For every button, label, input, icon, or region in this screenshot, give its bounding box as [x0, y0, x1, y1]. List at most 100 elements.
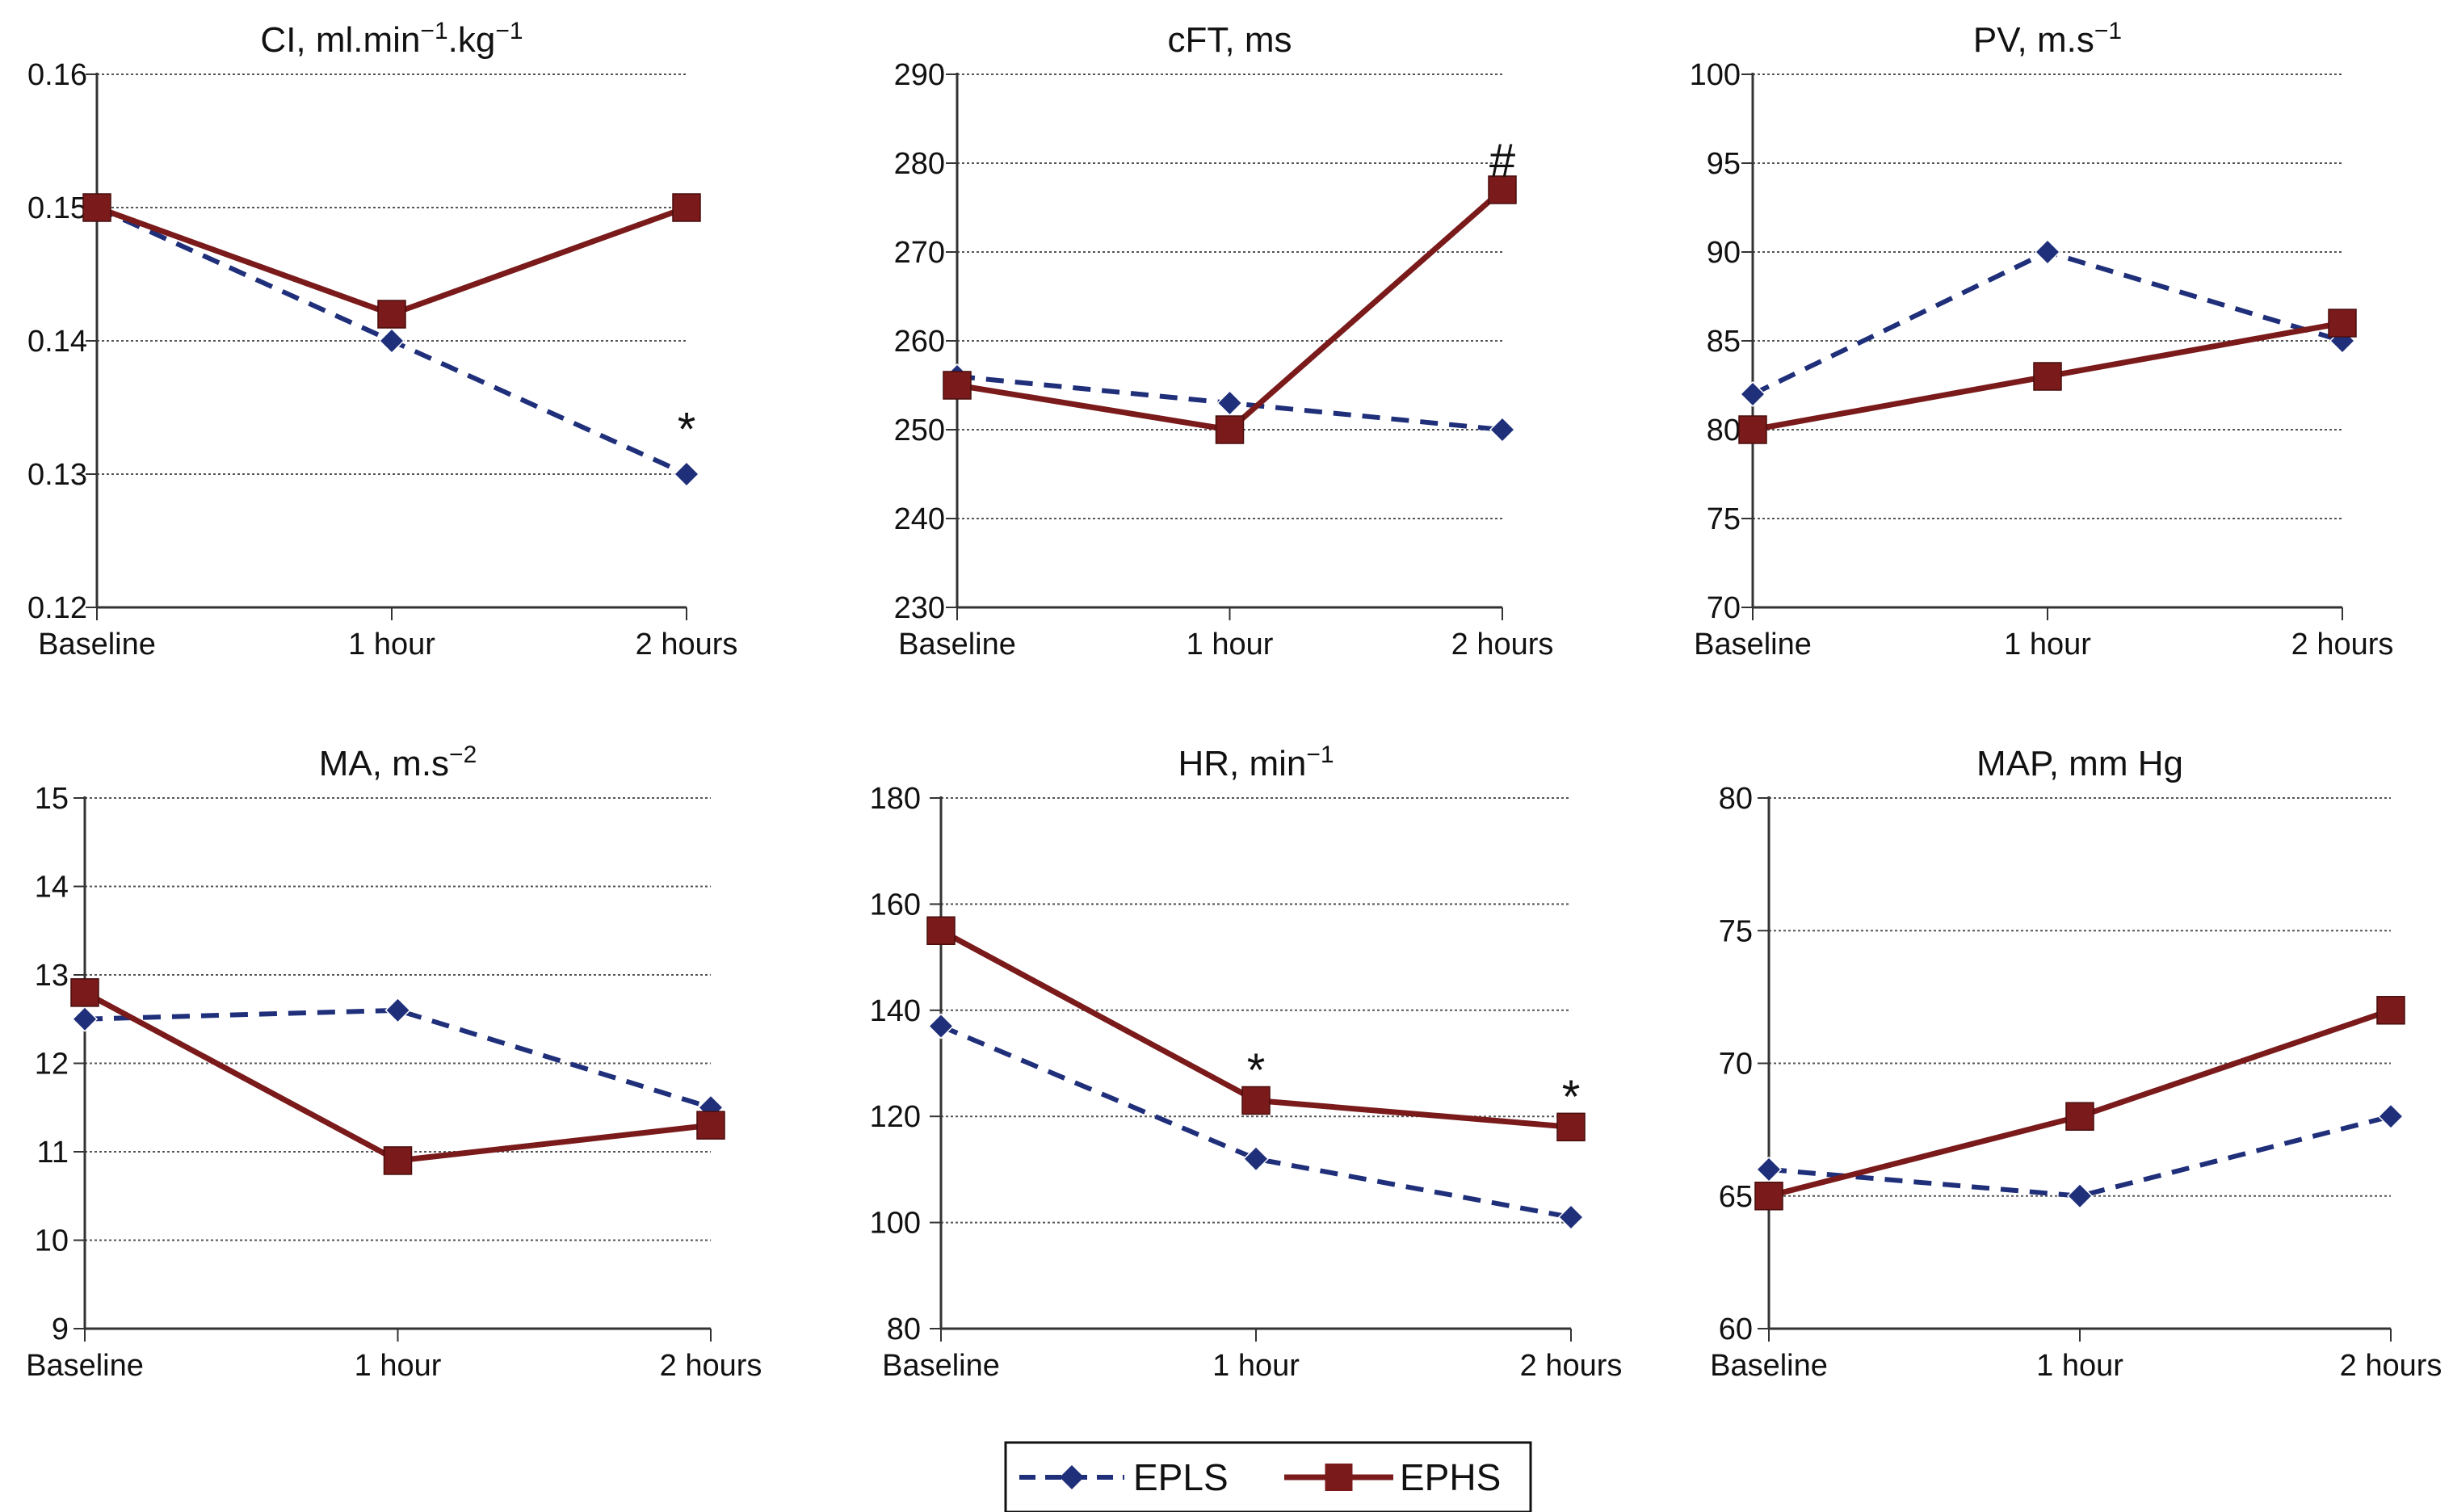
y-tick-label: 100	[1690, 58, 1741, 92]
marker-epls	[384, 997, 411, 1023]
chart-panel-5: 80 100 120 140 160 180 Baseline 1 hour 2 hours HR…	[870, 741, 1623, 1384]
x-tick-label: 2 hours	[1451, 628, 1554, 662]
y-tick-label: 0.14	[27, 325, 87, 359]
x-tick-label: 1 hour	[2036, 1349, 2123, 1383]
panels: 0.12 0.13 0.14 0.15 0.16 Baseline 1 hour 2 hour…	[26, 18, 2442, 1384]
marker-ephs	[1488, 175, 1517, 204]
significance-marker: *	[1562, 1071, 1581, 1124]
chart-title: cFT, ms	[1168, 20, 1292, 60]
series-line-epls	[1768, 1114, 2392, 1199]
marker-ephs	[2033, 362, 2062, 391]
x-tick-label: Baseline	[26, 1349, 144, 1383]
y-tick-label: 95	[1707, 147, 1741, 181]
chart-title: MA, m.s−2	[319, 741, 477, 784]
series-line-epls	[84, 1007, 712, 1111]
marker-epls	[71, 1006, 99, 1032]
marker-epls	[673, 460, 700, 488]
marker-ephs	[696, 1111, 725, 1140]
chart-panel-4: 9 10 11 12 13 14 15 Baseline 1 hour 2 hours MA, m.…	[26, 741, 762, 1384]
y-tick-label: 70	[1719, 1048, 1753, 1082]
y-tick-label: 9	[52, 1312, 69, 1346]
y-tick-label: 80	[887, 1312, 921, 1346]
chart-panel-3: 70 75 80 85 90 95 100 Baseline 1 hour 2 hours PV, …	[1690, 18, 2394, 662]
series-line-ephs	[95, 204, 688, 317]
legend-marker-epls	[1060, 1465, 1084, 1489]
y-tick-label: 120	[870, 1100, 921, 1134]
marker-ephs	[1556, 1112, 1586, 1142]
marker-epls	[2066, 1182, 2094, 1209]
chart-panel-2: 230 240 250 260 270 280 290 Baseline 1 hour 2 hou…	[894, 20, 1554, 662]
chart-title: HR, min−1	[1178, 741, 1334, 784]
y-tick-label: 260	[894, 325, 945, 359]
marker-epls	[1755, 1156, 1783, 1182]
x-tick-label: 1 hour	[355, 1349, 442, 1383]
y-tick-label: 230	[894, 591, 945, 625]
y-tick-label: 75	[1719, 914, 1753, 948]
legend: EPLS EPHS	[1004, 1441, 1532, 1512]
marker-ephs	[672, 193, 701, 222]
y-tick-label: 160	[870, 888, 921, 922]
significance-marker: #	[1489, 135, 1515, 187]
marker-ephs	[377, 300, 406, 329]
marker-ephs	[943, 371, 972, 400]
y-tick-label: 0.15	[27, 191, 87, 225]
y-tick-label: 85	[1707, 325, 1741, 359]
legend-label-ephs: EPHS	[1400, 1456, 1501, 1498]
marker-ephs	[1754, 1182, 1783, 1211]
marker-ephs	[2328, 309, 2357, 338]
y-tick-label: 240	[894, 502, 945, 536]
marker-ephs	[1738, 415, 1767, 444]
marker-ephs	[2065, 1102, 2094, 1131]
marker-epls	[1242, 1145, 1270, 1172]
marker-ephs	[926, 916, 956, 945]
marker-epls	[1739, 380, 1766, 408]
x-tick-label: 1 hour	[2004, 628, 2091, 662]
x-tick-label: Baseline	[1694, 628, 1812, 662]
x-tick-label: 1 hour	[348, 628, 435, 662]
y-tick-label: 60	[1719, 1312, 1753, 1346]
marker-epls	[2034, 238, 2061, 266]
significance-marker: *	[678, 403, 696, 456]
y-tick-label: 70	[1707, 591, 1741, 625]
y-tick-label: 290	[894, 58, 945, 92]
y-tick-label: 75	[1707, 502, 1741, 536]
y-tick-label: 0.16	[27, 58, 87, 92]
chart-title: CI, ml.min−1.kg−1	[260, 18, 523, 61]
x-tick-label: 1 hour	[1187, 628, 1274, 662]
x-tick-label: Baseline	[1710, 1349, 1828, 1383]
series-line-epls	[939, 1023, 1572, 1220]
marker-ephs	[1215, 415, 1245, 444]
x-tick-label: 2 hours	[636, 628, 738, 662]
y-tick-label: 11	[37, 1136, 69, 1170]
y-tick-label: 10	[35, 1224, 69, 1258]
marker-ephs	[2376, 996, 2405, 1025]
y-tick-label: 270	[894, 236, 945, 270]
y-tick-label: 140	[870, 994, 921, 1028]
y-tick-label: 65	[1719, 1180, 1753, 1214]
legend-label-epls: EPLS	[1133, 1456, 1229, 1498]
marker-ephs	[82, 193, 111, 222]
y-tick-label: 0.12	[27, 591, 87, 625]
x-tick-label: Baseline	[898, 628, 1016, 662]
marker-epls	[2377, 1103, 2405, 1130]
marker-epls	[1216, 389, 1243, 417]
x-tick-label: Baseline	[882, 1349, 1000, 1383]
marker-ephs	[383, 1146, 413, 1175]
x-tick-label: 2 hours	[2291, 628, 2394, 662]
y-tick-label: 180	[870, 782, 921, 816]
x-tick-label: 1 hour	[1212, 1349, 1300, 1383]
y-tick-label: 14	[35, 871, 69, 905]
y-tick-label: 13	[35, 959, 69, 993]
x-tick-label: 2 hours	[660, 1349, 762, 1383]
y-tick-label: 0.13	[27, 458, 87, 492]
y-tick-label: 100	[870, 1207, 921, 1241]
y-tick-label: 90	[1707, 236, 1741, 270]
chart-panel-6: 60 65 70 75 80 Baseline 1 hour 2 hours MAP, mm H…	[1710, 744, 2442, 1383]
marker-ephs	[70, 978, 99, 1007]
marker-epls	[927, 1013, 955, 1040]
x-tick-label: 2 hours	[2340, 1349, 2442, 1383]
marker-epls	[1557, 1203, 1585, 1231]
significance-marker: *	[1247, 1044, 1266, 1097]
chart-panel-1: 0.12 0.13 0.14 0.15 0.16 Baseline 1 hour 2 hour…	[27, 18, 737, 662]
